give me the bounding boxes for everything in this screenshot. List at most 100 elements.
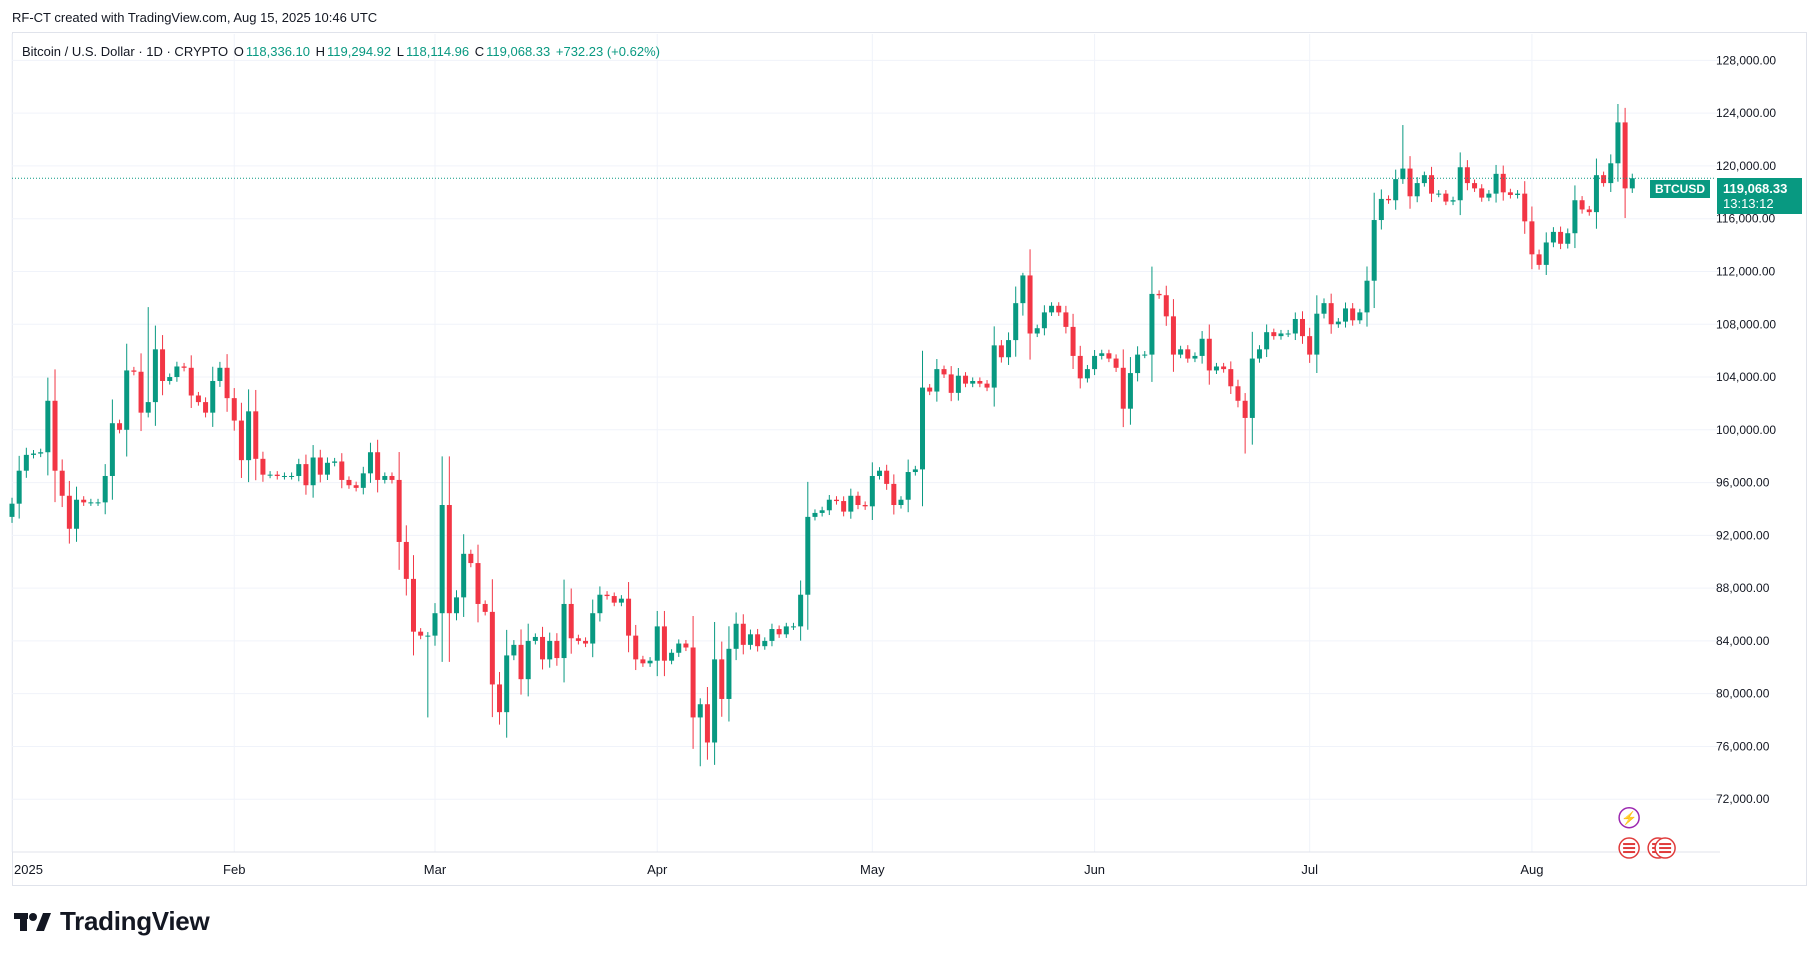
candle-body <box>289 475 295 477</box>
candle-body <box>360 473 366 488</box>
candle-body <box>489 611 495 685</box>
candle-body <box>217 367 223 381</box>
candle-body <box>726 648 732 699</box>
candle-body <box>1529 221 1535 255</box>
candle-body <box>1343 308 1349 322</box>
last-price-value: 119,068.33 <box>1723 181 1788 196</box>
candle-body <box>948 374 954 393</box>
candle-body <box>224 367 230 399</box>
candle-body <box>1464 167 1470 184</box>
candle-body <box>633 635 639 660</box>
candle-body <box>998 345 1004 358</box>
x-tick-label: Jun <box>1084 862 1105 877</box>
lightning-glyph: ⚡ <box>1621 811 1637 827</box>
candle-body <box>769 629 775 641</box>
candle-body <box>238 420 244 461</box>
candle-body <box>712 659 718 743</box>
candle-body <box>1271 332 1277 337</box>
candle-body <box>963 375 969 384</box>
legend-symbol[interactable]: Bitcoin / U.S. Dollar · 1D · CRYPTO <box>22 44 229 59</box>
y-tick-label: 124,000.00 <box>1716 106 1776 120</box>
legend-low-label: L <box>396 44 404 59</box>
y-tick-label: 128,000.00 <box>1716 53 1776 67</box>
candle-body <box>1034 328 1040 334</box>
candle-body <box>1443 193 1449 202</box>
candle-body <box>367 452 373 474</box>
chart-credit: RF-CT created with TradingView.com, Aug … <box>12 10 378 25</box>
x-tick-label: Aug <box>1520 862 1543 877</box>
candle-body <box>74 499 80 529</box>
candle-body <box>1099 353 1105 356</box>
candle-body <box>1486 193 1492 198</box>
candle-body <box>1321 303 1327 314</box>
tradingview-brand: TradingView <box>60 906 210 936</box>
candle-body <box>475 563 481 604</box>
candle-body <box>281 475 287 477</box>
candle-body <box>1536 254 1542 265</box>
legend-high-value: 119,294.92 <box>327 44 392 59</box>
candle-body <box>1479 188 1485 198</box>
candle-body <box>432 613 438 636</box>
symbol-legend[interactable]: Bitcoin / U.S. Dollar · 1D · CRYPTO O 118… <box>22 44 662 59</box>
y-tick-label: 96,000.00 <box>1716 476 1770 490</box>
bar-countdown: 13:13:12 <box>1723 196 1774 211</box>
y-tick-label: 92,000.00 <box>1716 528 1770 542</box>
candle-body <box>1500 173 1506 193</box>
candle-body <box>1558 231 1564 244</box>
candle-body <box>102 475 108 503</box>
candle-body <box>1256 349 1262 359</box>
candle-body <box>138 371 144 413</box>
candle-body <box>1113 358 1119 368</box>
candle-body <box>403 541 409 579</box>
candle-body <box>181 366 187 368</box>
flag-stripe <box>1659 847 1672 850</box>
candle-body <box>869 475 875 507</box>
tradingview-logo[interactable]: TradingView <box>14 906 210 937</box>
candle-body <box>396 479 402 542</box>
candle-body <box>833 499 839 502</box>
y-tick-label: 84,000.00 <box>1716 634 1770 648</box>
candle-body <box>497 684 503 713</box>
candle-body <box>1056 305 1062 313</box>
candle-body <box>1629 178 1635 189</box>
candle-body <box>23 454 29 471</box>
candle-body <box>1178 349 1184 355</box>
candle-body <box>1092 355 1098 370</box>
candle-body <box>1608 163 1614 184</box>
candle-body <box>418 631 424 636</box>
candle-body <box>1142 354 1148 356</box>
flag-stripe <box>1623 843 1636 846</box>
candle-body <box>884 470 890 484</box>
x-tick-label: Feb <box>223 862 245 877</box>
candle-body <box>1070 326 1076 356</box>
candle-body <box>1386 198 1392 201</box>
candle-body <box>1572 200 1578 234</box>
candle-body <box>934 369 940 392</box>
candle-body <box>697 704 703 718</box>
candle-body <box>661 626 667 661</box>
candle-body <box>597 594 603 614</box>
candle-body <box>324 462 330 475</box>
candle-body <box>848 495 854 512</box>
candle-body <box>296 464 302 476</box>
candle-body <box>525 640 531 680</box>
candle-body <box>1170 316 1176 355</box>
candle-body <box>669 652 675 661</box>
candle-body <box>905 472 911 500</box>
candle-body <box>826 499 832 511</box>
candle-body <box>927 387 933 392</box>
candle-body <box>532 636 538 641</box>
y-tick-label: 100,000.00 <box>1716 423 1776 437</box>
candle-body <box>1400 168 1406 180</box>
candle-body <box>1622 122 1628 189</box>
candle-body <box>1357 312 1363 321</box>
y-tick-label: 88,000.00 <box>1716 581 1770 595</box>
candle-body <box>1407 168 1413 197</box>
candle-body <box>1228 369 1234 387</box>
candle-body <box>1120 367 1126 409</box>
candle-body <box>1077 355 1083 379</box>
candle-body <box>346 479 352 486</box>
candle-body <box>876 470 882 476</box>
candle-body <box>1013 303 1019 341</box>
